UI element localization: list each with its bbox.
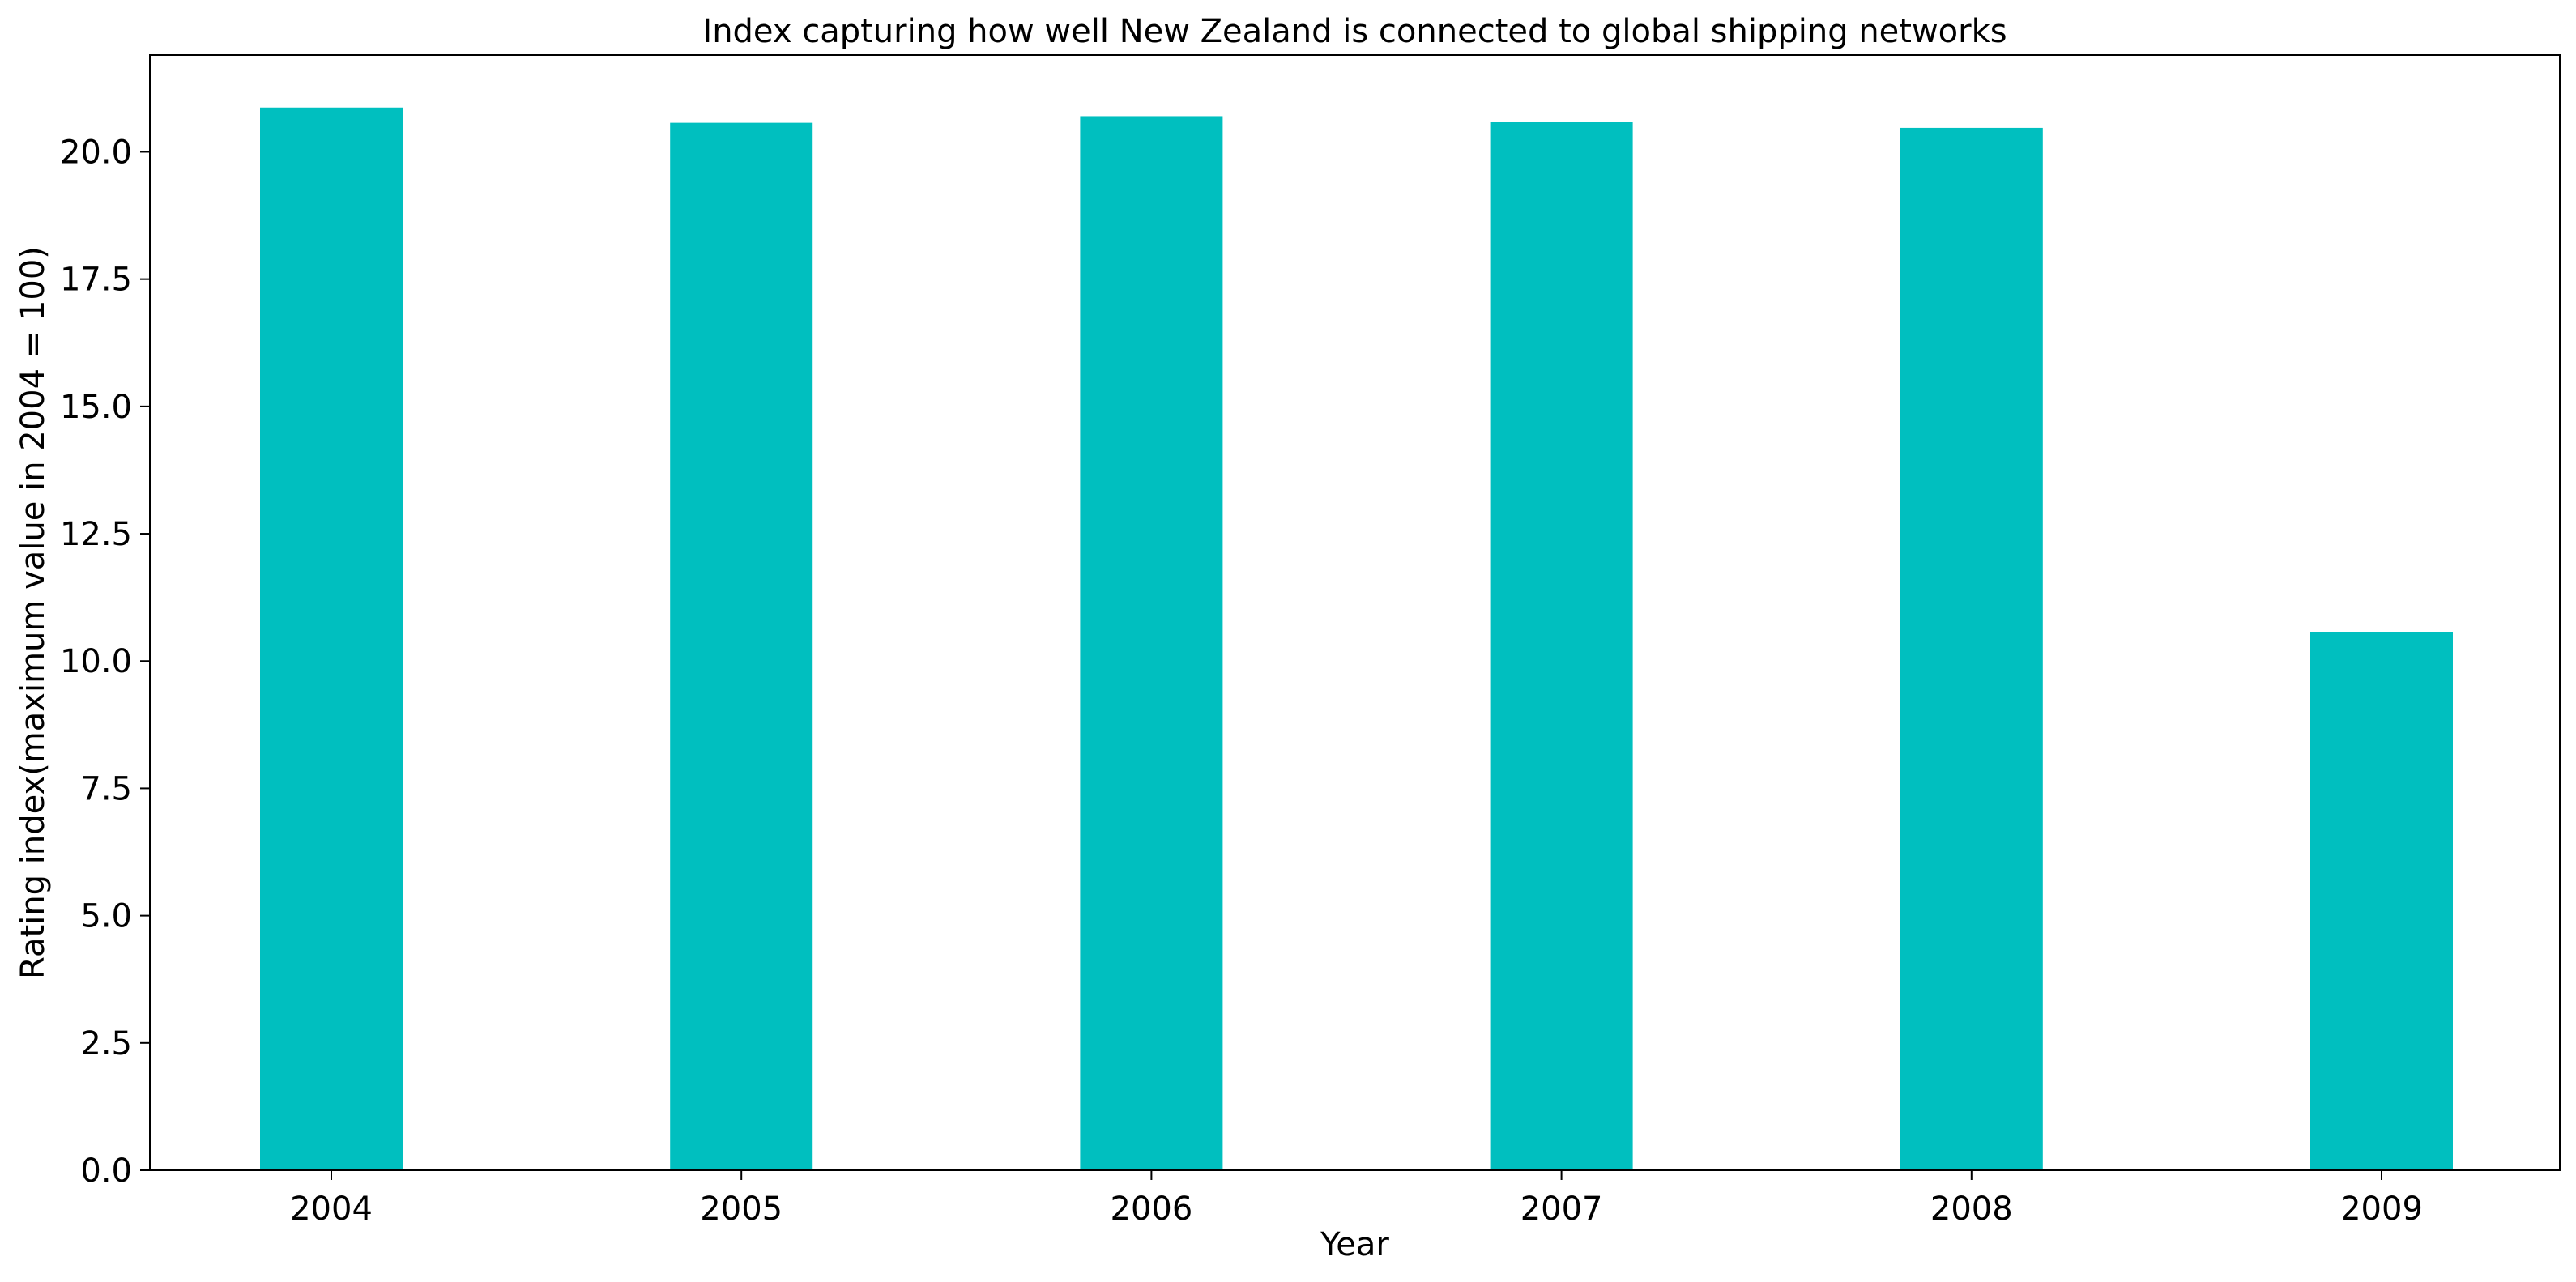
y-tick-label: 20.0 xyxy=(60,134,132,171)
bar-2006 xyxy=(1080,116,1223,1171)
y-tick-label: 15.0 xyxy=(60,389,132,426)
y-tick-label: 12.5 xyxy=(60,516,132,553)
x-tick-label: 2006 xyxy=(1111,1190,1193,1228)
y-axis-label: Rating index(maximum value in 2004 = 100… xyxy=(15,246,52,979)
x-tick-label: 2007 xyxy=(1520,1190,1603,1228)
bar-2009 xyxy=(2310,632,2453,1170)
x-tick-label: 2005 xyxy=(700,1190,783,1228)
bar-2004 xyxy=(260,107,403,1170)
y-axis-ticks: 0.0 2.5 5.0 7.5 10.0 12.5 15.0 17.5 20.0 xyxy=(60,134,150,1190)
bars-layer xyxy=(260,107,2453,1171)
y-tick-label: 10.0 xyxy=(60,643,132,680)
y-tick-label: 2.5 xyxy=(80,1025,132,1063)
bar-2005 xyxy=(670,122,813,1171)
y-tick-label: 5.0 xyxy=(80,898,132,935)
plot-area-frame xyxy=(149,54,2561,1171)
x-axis-label: Year xyxy=(1320,1226,1389,1263)
y-tick-label: 17.5 xyxy=(60,262,132,299)
y-tick-label: 0.0 xyxy=(80,1152,132,1190)
bar-2008 xyxy=(1900,127,2043,1170)
chart-title: Index capturing how well New Zealand is … xyxy=(702,13,2007,50)
y-tick-label: 7.5 xyxy=(80,770,132,807)
bar-2007 xyxy=(1490,121,1633,1170)
x-tick-label: 2004 xyxy=(290,1190,373,1228)
x-axis-ticks: 2004 2005 2006 2007 2008 2009 xyxy=(290,1170,2423,1228)
x-tick-label: 2008 xyxy=(1930,1190,2013,1228)
x-tick-label: 2009 xyxy=(2340,1190,2423,1228)
